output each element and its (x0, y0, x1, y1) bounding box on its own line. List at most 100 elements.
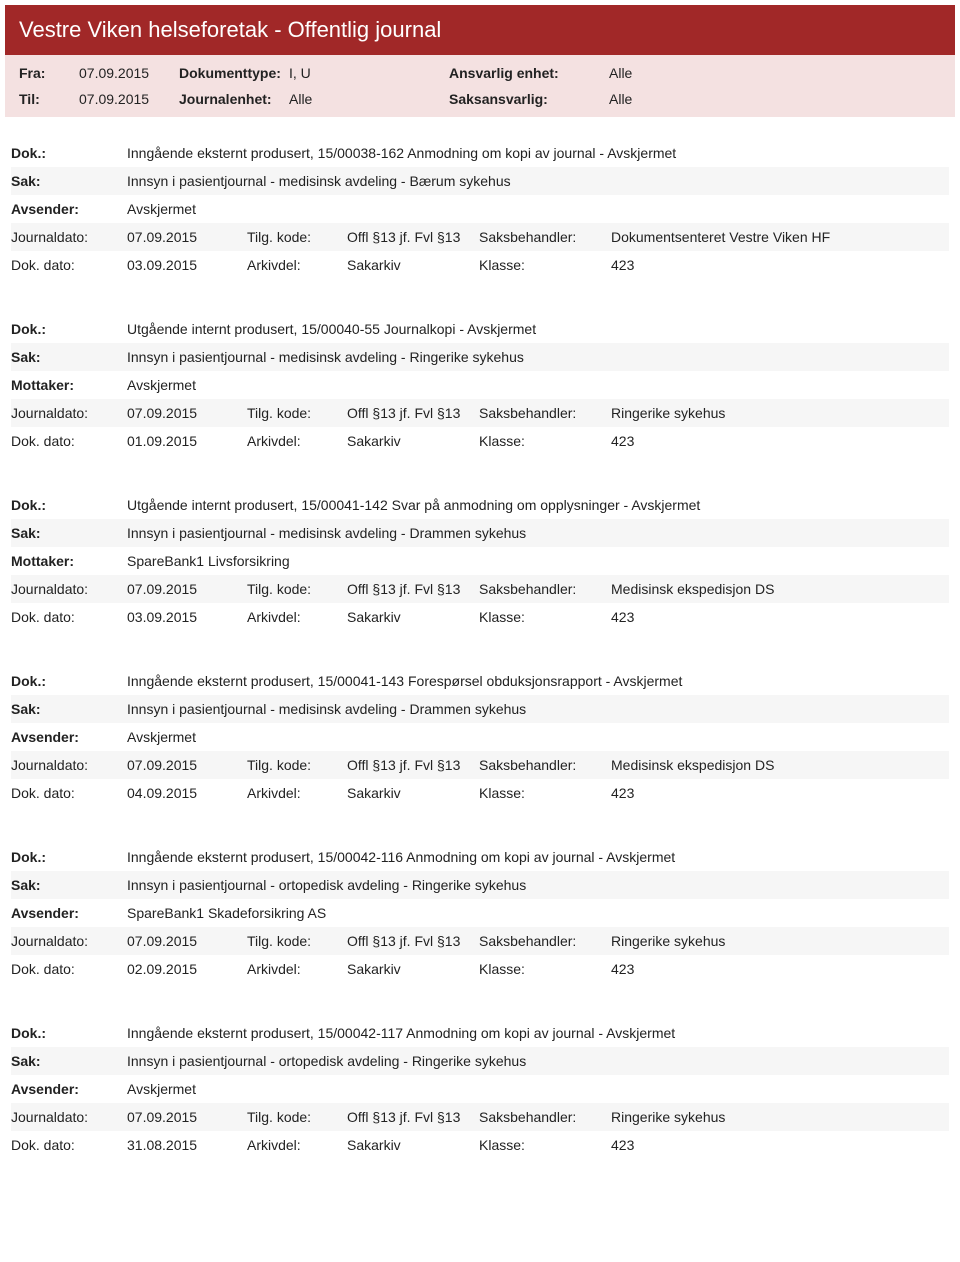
dok-label: Dok.: (11, 673, 127, 689)
arkivdel-label: Arkivdel: (247, 609, 347, 625)
dok-label: Dok.: (11, 849, 127, 865)
meta-journalenhet-value: Alle (289, 91, 449, 107)
tilgkode-label: Tilg. kode: (247, 229, 347, 245)
journaldato-value: 07.09.2015 (127, 1109, 247, 1125)
party-value: SpareBank1 Skadeforsikring AS (127, 905, 326, 921)
dok-label: Dok.: (11, 321, 127, 337)
journaldato-value: 07.09.2015 (127, 405, 247, 421)
arkivdel-value: Sakarkiv (347, 257, 479, 273)
klasse-label: Klasse: (479, 961, 611, 977)
klasse-value: 423 (611, 433, 949, 449)
arkivdel-value: Sakarkiv (347, 1137, 479, 1153)
sak-label: Sak: (11, 525, 127, 541)
journal-entry: Dok.: Utgående internt produsert, 15/000… (5, 479, 955, 645)
saksbehandler-value: Medisinsk ekspedisjon DS (611, 581, 949, 597)
arkivdel-value: Sakarkiv (347, 785, 479, 801)
dokdato-value: 04.09.2015 (127, 785, 247, 801)
party-value: Avskjermet (127, 201, 196, 217)
arkivdel-label: Arkivdel: (247, 433, 347, 449)
tilgkode-label: Tilg. kode: (247, 757, 347, 773)
party-label: Avsender: (11, 905, 127, 921)
dokdato-value: 02.09.2015 (127, 961, 247, 977)
party-value: Avskjermet (127, 377, 196, 393)
sak-value: Innsyn i pasientjournal - medisinsk avde… (127, 701, 526, 717)
arkivdel-label: Arkivdel: (247, 961, 347, 977)
klasse-value: 423 (611, 609, 949, 625)
meta-dokumenttype-label: Dokumenttype: (179, 65, 289, 81)
sak-label: Sak: (11, 1053, 127, 1069)
saksbehandler-label: Saksbehandler: (479, 1109, 611, 1125)
sak-value: Innsyn i pasientjournal - ortopedisk avd… (127, 877, 526, 893)
dokdato-label: Dok. dato: (11, 1137, 127, 1153)
meta-til-label: Til: (19, 91, 79, 107)
arkivdel-value: Sakarkiv (347, 609, 479, 625)
arkivdel-label: Arkivdel: (247, 257, 347, 273)
dokdato-value: 03.09.2015 (127, 609, 247, 625)
journal-entry: Dok.: Inngående eksternt produsert, 15/0… (5, 831, 955, 997)
journal-entry: Dok.: Utgående internt produsert, 15/000… (5, 303, 955, 469)
sak-value: Innsyn i pasientjournal - medisinsk avde… (127, 173, 511, 189)
dok-value: Utgående internt produsert, 15/00041-142… (127, 497, 700, 513)
klasse-label: Klasse: (479, 433, 611, 449)
sak-value: Innsyn i pasientjournal - medisinsk avde… (127, 525, 526, 541)
saksbehandler-label: Saksbehandler: (479, 757, 611, 773)
tilgkode-value: Offl §13 jf. Fvl §13 (347, 757, 479, 773)
journaldato-label: Journaldato: (11, 229, 127, 245)
klasse-value: 423 (611, 1137, 949, 1153)
tilgkode-value: Offl §13 jf. Fvl §13 (347, 581, 479, 597)
sak-value: Innsyn i pasientjournal - ortopedisk avd… (127, 1053, 526, 1069)
saksbehandler-value: Ringerike sykehus (611, 1109, 949, 1125)
dok-value: Inngående eksternt produsert, 15/00038-1… (127, 145, 676, 161)
dok-value: Inngående eksternt produsert, 15/00041-1… (127, 673, 682, 689)
sak-value: Innsyn i pasientjournal - medisinsk avde… (127, 349, 524, 365)
journaldato-label: Journaldato: (11, 757, 127, 773)
saksbehandler-value: Medisinsk ekspedisjon DS (611, 757, 949, 773)
meta-til-value: 07.09.2015 (79, 91, 179, 107)
saksbehandler-value: Dokumentsenteret Vestre Viken HF (611, 229, 949, 245)
arkivdel-value: Sakarkiv (347, 961, 479, 977)
klasse-value: 423 (611, 961, 949, 977)
dok-value: Utgående internt produsert, 15/00040-55 … (127, 321, 536, 337)
dok-value: Inngående eksternt produsert, 15/00042-1… (127, 1025, 675, 1041)
dok-label: Dok.: (11, 1025, 127, 1041)
meta-saksansvarlig-label: Saksansvarlig: (449, 91, 609, 107)
dok-value: Inngående eksternt produsert, 15/00042-1… (127, 849, 675, 865)
dokdato-label: Dok. dato: (11, 257, 127, 273)
meta-block: Fra: 07.09.2015 Dokumenttype: I, U Ansva… (5, 55, 955, 117)
klasse-label: Klasse: (479, 785, 611, 801)
dok-label: Dok.: (11, 497, 127, 513)
arkivdel-label: Arkivdel: (247, 785, 347, 801)
dok-label: Dok.: (11, 145, 127, 161)
tilgkode-value: Offl §13 jf. Fvl §13 (347, 933, 479, 949)
journaldato-value: 07.09.2015 (127, 933, 247, 949)
meta-fra-label: Fra: (19, 65, 79, 81)
party-value: Avskjermet (127, 729, 196, 745)
saksbehandler-label: Saksbehandler: (479, 229, 611, 245)
sak-label: Sak: (11, 877, 127, 893)
party-label: Avsender: (11, 201, 127, 217)
party-label: Avsender: (11, 1081, 127, 1097)
journal-entry: Dok.: Inngående eksternt produsert, 15/0… (5, 127, 955, 293)
entries-list: Dok.: Inngående eksternt produsert, 15/0… (5, 127, 955, 1173)
meta-fra-value: 07.09.2015 (79, 65, 179, 81)
tilgkode-label: Tilg. kode: (247, 933, 347, 949)
klasse-value: 423 (611, 257, 949, 273)
journaldato-label: Journaldato: (11, 405, 127, 421)
sak-label: Sak: (11, 173, 127, 189)
saksbehandler-value: Ringerike sykehus (611, 933, 949, 949)
meta-ansvarlig-value: Alle (609, 65, 709, 81)
dokdato-value: 01.09.2015 (127, 433, 247, 449)
meta-saksansvarlig-value: Alle (609, 91, 709, 107)
page-title: Vestre Viken helseforetak - Offentlig jo… (5, 5, 955, 55)
party-label: Mottaker: (11, 377, 127, 393)
dokdato-label: Dok. dato: (11, 609, 127, 625)
dokdato-label: Dok. dato: (11, 433, 127, 449)
dokdato-label: Dok. dato: (11, 785, 127, 801)
klasse-label: Klasse: (479, 1137, 611, 1153)
journaldato-label: Journaldato: (11, 581, 127, 597)
party-value: SpareBank1 Livsforsikring (127, 553, 290, 569)
dokdato-label: Dok. dato: (11, 961, 127, 977)
tilgkode-label: Tilg. kode: (247, 1109, 347, 1125)
saksbehandler-label: Saksbehandler: (479, 405, 611, 421)
arkivdel-value: Sakarkiv (347, 433, 479, 449)
